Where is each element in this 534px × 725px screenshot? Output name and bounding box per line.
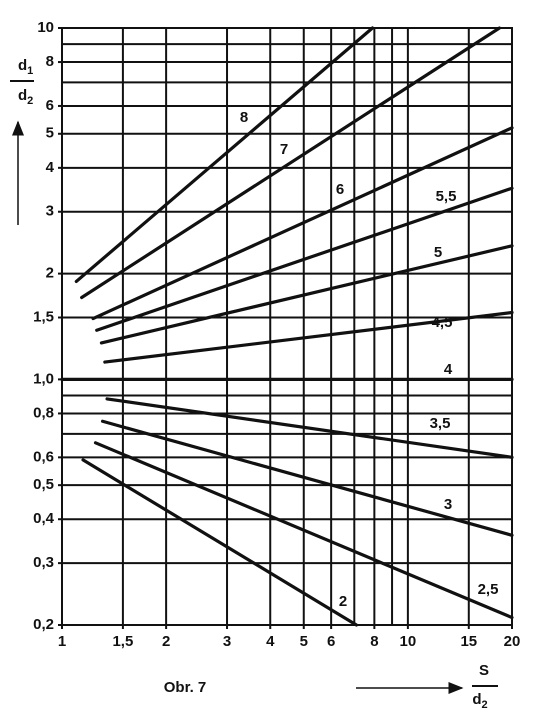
series-line (81, 458, 359, 627)
y-tick-label: 4 (46, 159, 55, 176)
caption: Obr. 7 (164, 679, 207, 696)
y-tick-label: 2 (46, 265, 54, 282)
x-tick-label: 2 (162, 633, 170, 650)
y-tick-label: 10 (37, 19, 54, 36)
series-line (100, 419, 514, 537)
series-label: 7 (280, 141, 288, 158)
y-tick-label: 3 (46, 203, 54, 220)
x-tick-label: 3 (223, 633, 231, 650)
series-label: 5 (434, 244, 442, 261)
series-line (74, 26, 375, 284)
y-label-den: d2 (18, 87, 33, 107)
series-line (105, 397, 514, 459)
y-tick-label: 1,5 (33, 308, 54, 325)
y-tick-label: 0,3 (33, 554, 54, 571)
series-label: 2 (339, 593, 347, 610)
series-label: 8 (240, 109, 248, 126)
x-tick-label: 6 (327, 633, 335, 650)
x-tick-label: 5 (300, 633, 308, 650)
series-label: 3,5 (430, 415, 451, 432)
y-tick-label: 0,6 (33, 448, 54, 465)
y-tick-label: 0,4 (33, 510, 55, 527)
x-label-num: S (479, 662, 489, 679)
x-tick-label: 10 (400, 633, 417, 650)
series-label: 6 (336, 181, 344, 198)
series-label: 4,5 (432, 314, 453, 331)
series-line (103, 310, 514, 364)
series-line (99, 244, 514, 345)
x-tick-label: 20 (504, 633, 521, 650)
x-tick-label: 1,5 (112, 633, 133, 650)
y-tick-label: 8 (46, 53, 54, 70)
y-label-num: d1 (18, 57, 33, 77)
x-tick-label: 1 (58, 633, 66, 650)
x-tick-label: 15 (460, 633, 477, 650)
y-tick-label: 5 (46, 125, 54, 142)
x-tick-label: 8 (370, 633, 378, 650)
series-line (95, 186, 514, 332)
y-tick-label: 6 (46, 97, 54, 114)
x-label-den: d2 (472, 691, 487, 711)
series-label: 2,5 (478, 581, 499, 598)
series-label: 4 (444, 361, 453, 378)
series-label: 5,5 (436, 188, 457, 205)
series-line (91, 126, 514, 321)
series-line (80, 26, 502, 300)
plot-frame (61, 27, 513, 626)
series-line (93, 441, 514, 620)
x-tick-label: 4 (266, 633, 275, 650)
y-tick-label: 0,8 (33, 404, 54, 421)
y-tick-label: 0,5 (33, 476, 54, 493)
y-tick-label: 0,2 (33, 616, 54, 633)
y-tick-label: 1,0 (33, 370, 54, 387)
series-label: 3 (444, 496, 452, 513)
